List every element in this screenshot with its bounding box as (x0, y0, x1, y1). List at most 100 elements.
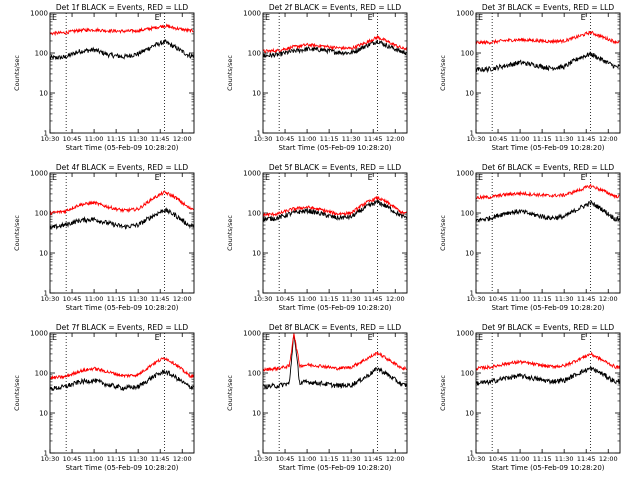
y-tick-label: 100 (248, 50, 261, 58)
series-line-events (49, 207, 194, 230)
x-tick-label: 10:30 (467, 455, 486, 463)
y-tick-label: 10 (252, 410, 261, 418)
x-axis-label: Start Time (05-Feb-09 10:28:20) (65, 144, 178, 152)
series-line-lld (49, 23, 194, 37)
marker-label-e: E (52, 13, 57, 22)
x-tick-label: 10:45 (63, 135, 82, 143)
y-axis-label: Counts/sec (439, 375, 447, 411)
chart-panel-det-9f: Det 9f BLACK = Events, RED = LLD Counts/s… (439, 323, 621, 472)
series-line-lld (49, 190, 194, 216)
y-tick-label: 10 (39, 410, 48, 418)
marker-label-e: E (52, 173, 57, 182)
x-tick-label: 11:30 (555, 455, 574, 463)
x-tick-label: 11:00 (85, 135, 104, 143)
marker-label-e: E (478, 13, 483, 22)
y-axis-label: Counts/sec (13, 215, 21, 251)
chart-panel-det-1f: Det 1f BLACK = Events, RED = LLD Counts/s… (13, 3, 195, 152)
x-tick-label: 11:30 (129, 295, 148, 303)
x-tick-label: 10:45 (63, 455, 82, 463)
x-tick-label: 10:30 (254, 295, 273, 303)
y-tick-label: 100 (35, 210, 48, 218)
plot-frame (475, 172, 621, 294)
x-tick-label: 11:30 (129, 455, 148, 463)
chart-panel-det-7f: Det 7f BLACK = Events, RED = LLD Counts/s… (13, 323, 195, 472)
plot-frame (475, 332, 621, 454)
x-tick-label: 10:45 (276, 455, 295, 463)
x-tick-label: 10:30 (41, 455, 60, 463)
x-tick-label: 11:00 (511, 135, 530, 143)
marker-label-e: E (155, 13, 160, 22)
marker-label-e: E (581, 13, 586, 22)
plot-frame (49, 332, 195, 454)
x-axis-label: Start Time (05-Feb-09 10:28:20) (278, 144, 391, 152)
x-tick-label: 11:30 (555, 135, 574, 143)
x-tick-label: 11:15 (107, 295, 126, 303)
x-tick-label: 11:00 (85, 455, 104, 463)
y-tick-label: 1 (44, 130, 48, 138)
y-axis-label: Counts/sec (439, 55, 447, 91)
x-axis-label: Start Time (05-Feb-09 10:28:20) (491, 144, 604, 152)
chart-panel-det-4f: Det 4f BLACK = Events, RED = LLD Counts/s… (13, 163, 195, 312)
y-tick-label: 1 (257, 130, 261, 138)
y-tick-label: 10 (252, 90, 261, 98)
x-tick-label: 11:00 (511, 455, 530, 463)
y-tick-label: 1000 (30, 10, 48, 18)
y-tick-label: 1000 (456, 10, 474, 18)
chart-panel-det-2f: Det 2f BLACK = Events, RED = LLD Counts/s… (226, 3, 408, 152)
series-line-lld (262, 333, 407, 372)
marker-label-e: E (478, 173, 483, 182)
y-tick-label: 10 (252, 250, 261, 258)
y-tick-label: 10 (39, 90, 48, 98)
y-tick-label: 10 (39, 250, 48, 258)
series-line-events (262, 198, 407, 222)
y-tick-label: 1000 (30, 330, 48, 338)
series-line-events (262, 334, 407, 390)
plot-frame (262, 12, 408, 134)
x-tick-label: 12:00 (386, 455, 405, 463)
marker-label-e: E (265, 13, 270, 22)
x-tick-label: 10:30 (254, 455, 273, 463)
y-tick-label: 1000 (243, 170, 261, 178)
x-tick-label: 10:30 (467, 295, 486, 303)
y-axis-label: Counts/sec (226, 215, 234, 251)
y-tick-label: 1000 (456, 330, 474, 338)
y-tick-label: 1 (470, 130, 474, 138)
chart-panel-det-8f: Det 8f BLACK = Events, RED = LLD Counts/s… (226, 323, 408, 472)
x-tick-label: 11:30 (129, 135, 148, 143)
x-tick-label: 11:30 (342, 135, 361, 143)
marker-label-e: E (581, 173, 586, 182)
plot-frame (262, 332, 408, 454)
x-axis-label: Start Time (05-Feb-09 10:28:20) (491, 304, 604, 312)
y-tick-label: 1000 (243, 10, 261, 18)
x-tick-label: 11:30 (342, 295, 361, 303)
x-tick-label: 11:15 (320, 455, 339, 463)
x-tick-label: 10:45 (63, 295, 82, 303)
y-tick-label: 1 (44, 450, 48, 458)
marker-label-e: E (368, 13, 373, 22)
y-tick-label: 100 (461, 210, 474, 218)
y-tick-label: 1 (470, 450, 474, 458)
chart-title: Det 7f BLACK = Events, RED = LLD (56, 323, 189, 332)
x-tick-label: 11:45 (151, 455, 170, 463)
x-tick-label: 11:15 (533, 135, 552, 143)
x-tick-label: 11:00 (298, 135, 317, 143)
y-tick-label: 1 (470, 290, 474, 298)
x-tick-label: 10:30 (254, 135, 273, 143)
y-axis-label: Counts/sec (226, 375, 234, 411)
chart-panel-det-3f: Det 3f BLACK = Events, RED = LLD Counts/s… (439, 3, 621, 152)
x-tick-label: 11:45 (151, 135, 170, 143)
x-tick-label: 12:00 (173, 295, 192, 303)
x-tick-label: 10:30 (41, 135, 60, 143)
series-line-lld (262, 34, 407, 54)
x-tick-label: 12:00 (386, 295, 405, 303)
x-tick-label: 11:30 (342, 455, 361, 463)
x-tick-label: 11:45 (577, 455, 596, 463)
x-tick-label: 10:45 (276, 295, 295, 303)
chart-title: Det 5f BLACK = Events, RED = LLD (269, 163, 402, 172)
series-line-events (49, 39, 194, 61)
x-tick-label: 11:30 (555, 295, 574, 303)
marker-label-e: E (368, 333, 373, 342)
series-line-lld (475, 351, 620, 371)
x-tick-label: 11:45 (151, 295, 170, 303)
